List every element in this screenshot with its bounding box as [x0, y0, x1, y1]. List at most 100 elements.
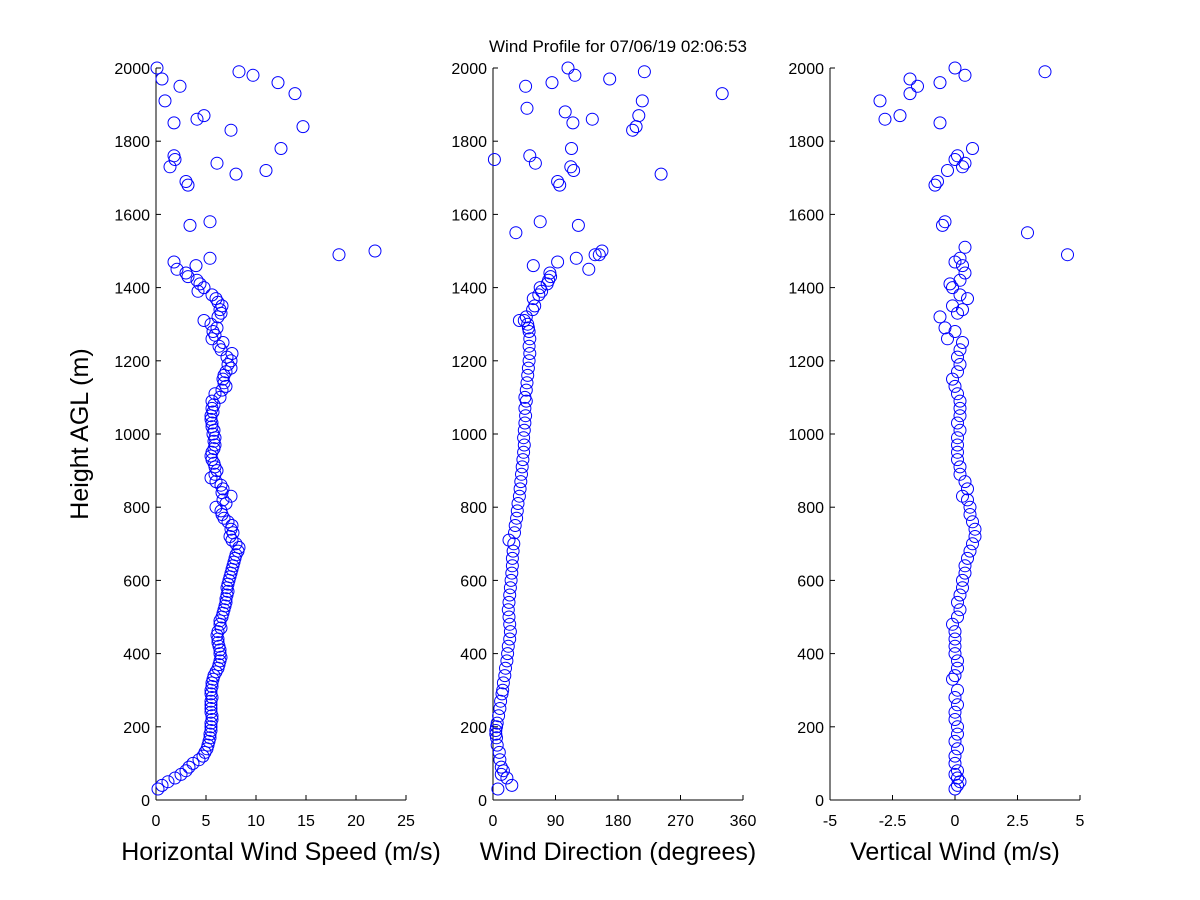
data-point	[204, 698, 218, 712]
data-point	[505, 559, 519, 573]
data-point	[951, 445, 964, 459]
data-point	[210, 464, 224, 478]
data-point	[223, 530, 237, 543]
data-point	[332, 248, 346, 262]
data-point	[564, 160, 578, 174]
data-point	[958, 559, 972, 573]
data-point	[505, 551, 519, 565]
data-point	[953, 603, 967, 617]
data-point	[503, 581, 517, 595]
data-point	[958, 566, 972, 580]
data-point	[492, 709, 506, 723]
data-point	[941, 164, 954, 177]
data-point	[246, 68, 260, 82]
data-point	[551, 175, 565, 188]
data-point	[522, 339, 536, 353]
data-point	[203, 731, 217, 745]
data-point	[167, 116, 181, 130]
data-point	[567, 164, 581, 177]
data-point	[509, 226, 523, 240]
data-point	[951, 771, 964, 785]
data-point	[213, 647, 227, 661]
y-tick-label: 1600	[788, 207, 824, 224]
data-point	[501, 603, 515, 617]
data-point	[948, 669, 962, 683]
data-point	[232, 65, 246, 79]
data-point	[518, 416, 532, 430]
y-tick-label: 1800	[788, 134, 824, 151]
data-point	[948, 756, 962, 770]
data-point	[951, 595, 964, 609]
data-point	[566, 116, 580, 130]
data-point	[190, 273, 204, 287]
data-point	[561, 61, 575, 75]
x-tick-label: 90	[547, 813, 565, 830]
data-point	[209, 475, 223, 489]
y-tick-label: 0	[141, 793, 150, 810]
data-point	[150, 61, 164, 75]
data-point	[512, 314, 526, 327]
y-tick-label: 600	[797, 573, 824, 590]
data-point	[585, 112, 599, 126]
data-point	[553, 178, 567, 192]
data-point	[498, 669, 512, 683]
data-point	[296, 120, 310, 134]
data-point	[519, 79, 533, 93]
data-point	[951, 387, 964, 401]
data-point	[1038, 65, 1052, 79]
data-point	[953, 460, 967, 474]
data-point	[951, 661, 964, 675]
data-point	[951, 654, 964, 668]
data-point	[521, 317, 535, 331]
y-tick-label: 1600	[114, 207, 150, 224]
y-tick-label: 600	[460, 573, 487, 590]
data-point	[179, 266, 193, 280]
data-point	[155, 72, 169, 86]
data-point	[496, 683, 510, 697]
data-point	[588, 248, 602, 262]
data-point	[582, 262, 596, 276]
data-point	[203, 251, 217, 265]
data-point	[516, 453, 530, 467]
data-point	[948, 255, 962, 269]
data-point	[517, 314, 531, 327]
data-point	[520, 376, 534, 390]
data-point	[961, 482, 974, 496]
data-point	[958, 156, 972, 170]
data-point	[503, 588, 517, 602]
data-point	[197, 281, 211, 295]
data-point	[953, 251, 967, 265]
data-point	[526, 303, 540, 317]
y-tick-label: 1400	[788, 281, 824, 298]
data-point	[948, 647, 962, 661]
data-point	[603, 72, 617, 86]
data-point	[511, 497, 525, 510]
data-point	[502, 610, 516, 624]
data-point	[948, 713, 962, 726]
y-tick-label: 400	[123, 647, 150, 664]
data-point	[522, 354, 536, 368]
data-point	[519, 383, 533, 397]
data-point	[179, 764, 193, 778]
data-point	[167, 149, 181, 163]
y-tick-label: 400	[460, 647, 487, 664]
data-point	[951, 698, 964, 712]
data-point	[948, 153, 962, 166]
data-point	[508, 526, 521, 540]
data-point	[207, 456, 221, 470]
data-point	[951, 453, 964, 467]
data-point	[204, 702, 218, 715]
data-point	[490, 738, 504, 752]
data-point	[948, 749, 962, 763]
data-point	[204, 412, 218, 426]
data-point	[505, 778, 519, 792]
y-tick-label: 800	[123, 500, 150, 517]
data-point	[951, 742, 964, 756]
data-point	[229, 548, 243, 562]
data-point	[208, 467, 222, 481]
data-point	[489, 727, 503, 741]
data-point	[953, 588, 967, 602]
data-point	[946, 281, 959, 295]
x-tick-label: 180	[605, 813, 632, 830]
data-point	[515, 467, 528, 481]
